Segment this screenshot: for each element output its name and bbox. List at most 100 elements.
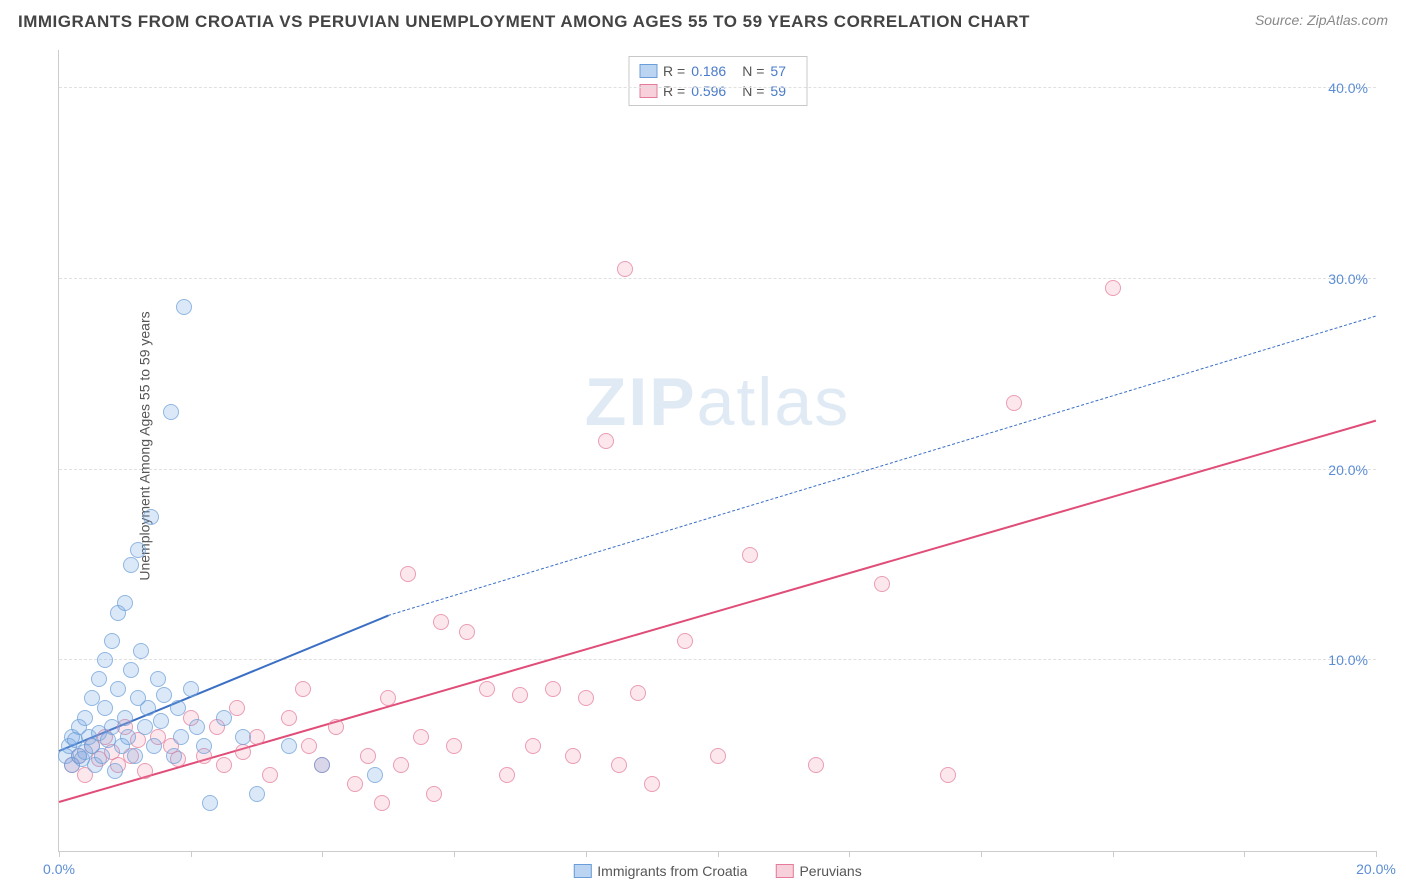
y-tick-label: 10.0% — [1328, 652, 1368, 668]
data-point — [91, 671, 107, 687]
data-point — [598, 433, 614, 449]
data-point — [176, 299, 192, 315]
data-point — [97, 652, 113, 668]
data-point — [565, 748, 581, 764]
data-point — [196, 738, 212, 754]
data-point — [374, 795, 390, 811]
data-point — [97, 700, 113, 716]
data-point — [107, 763, 123, 779]
data-point — [281, 738, 297, 754]
data-point — [479, 681, 495, 697]
data-point — [137, 763, 153, 779]
x-tick — [1376, 851, 1377, 857]
x-tick — [1113, 851, 1114, 857]
y-tick-label: 40.0% — [1328, 80, 1368, 96]
legend-item-peruvians: Peruvians — [775, 863, 861, 879]
y-tick-label: 30.0% — [1328, 271, 1368, 287]
data-point — [120, 729, 136, 745]
data-point — [202, 795, 218, 811]
data-point — [183, 681, 199, 697]
data-point — [189, 719, 205, 735]
data-point — [380, 690, 396, 706]
data-point — [123, 662, 139, 678]
data-point — [710, 748, 726, 764]
data-point — [153, 713, 169, 729]
data-point — [295, 681, 311, 697]
x-tick-label: 20.0% — [1356, 861, 1396, 877]
swatch-pink-icon — [639, 84, 657, 98]
data-point — [170, 700, 186, 716]
data-point — [314, 757, 330, 773]
data-point — [808, 757, 824, 773]
data-point — [393, 757, 409, 773]
x-tick-label: 0.0% — [43, 861, 75, 877]
data-point — [1105, 280, 1121, 296]
chart-header: IMMIGRANTS FROM CROATIA VS PERUVIAN UNEM… — [18, 12, 1388, 32]
r-value-blue: 0.186 — [691, 63, 726, 79]
data-point — [413, 729, 429, 745]
data-point — [677, 633, 693, 649]
data-point — [940, 767, 956, 783]
x-tick — [849, 851, 850, 857]
data-point — [143, 509, 159, 525]
data-point — [301, 738, 317, 754]
chart-title: IMMIGRANTS FROM CROATIA VS PERUVIAN UNEM… — [18, 12, 1030, 32]
data-point — [137, 719, 153, 735]
x-tick — [322, 851, 323, 857]
x-tick — [586, 851, 587, 857]
data-point — [459, 624, 475, 640]
data-point — [133, 643, 149, 659]
data-point — [281, 710, 297, 726]
swatch-blue-icon — [573, 864, 591, 878]
data-point — [150, 671, 166, 687]
swatch-blue-icon — [639, 64, 657, 78]
x-tick — [59, 851, 60, 857]
trend-line — [388, 316, 1376, 616]
data-point — [347, 776, 363, 792]
source-label: Source: ZipAtlas.com — [1255, 12, 1388, 28]
data-point — [499, 767, 515, 783]
data-point — [163, 404, 179, 420]
legend-label: Peruvians — [799, 863, 861, 879]
data-point — [235, 729, 251, 745]
data-point — [525, 738, 541, 754]
data-point — [1006, 395, 1022, 411]
data-point — [104, 633, 120, 649]
gridline — [59, 659, 1376, 660]
data-point — [130, 542, 146, 558]
gridline — [59, 278, 1376, 279]
data-point — [742, 547, 758, 563]
n-value-blue: 57 — [770, 63, 786, 79]
watermark: ZIPatlas — [585, 363, 850, 441]
data-point — [77, 710, 93, 726]
data-point — [127, 748, 143, 764]
data-point — [117, 710, 133, 726]
data-point — [117, 595, 133, 611]
data-point — [156, 687, 172, 703]
legend-label: Immigrants from Croatia — [597, 863, 747, 879]
r-label: R = — [663, 63, 685, 79]
legend-row-pink: R = 0.596 N = 59 — [639, 81, 796, 101]
x-tick — [981, 851, 982, 857]
n-value-pink: 59 — [770, 83, 786, 99]
data-point — [216, 757, 232, 773]
data-point — [249, 786, 265, 802]
data-point — [644, 776, 660, 792]
data-point — [426, 786, 442, 802]
data-point — [166, 748, 182, 764]
data-point — [545, 681, 561, 697]
r-value-pink: 0.596 — [691, 83, 726, 99]
data-point — [140, 700, 156, 716]
data-point — [630, 685, 646, 701]
data-point — [216, 710, 232, 726]
legend-item-croatia: Immigrants from Croatia — [573, 863, 747, 879]
r-label: R = — [663, 83, 685, 99]
data-point — [146, 738, 162, 754]
data-point — [400, 566, 416, 582]
legend-row-blue: R = 0.186 N = 57 — [639, 61, 796, 81]
data-point — [235, 744, 251, 760]
x-tick — [191, 851, 192, 857]
watermark-atlas: atlas — [697, 364, 851, 440]
data-point — [512, 687, 528, 703]
data-point — [123, 557, 139, 573]
